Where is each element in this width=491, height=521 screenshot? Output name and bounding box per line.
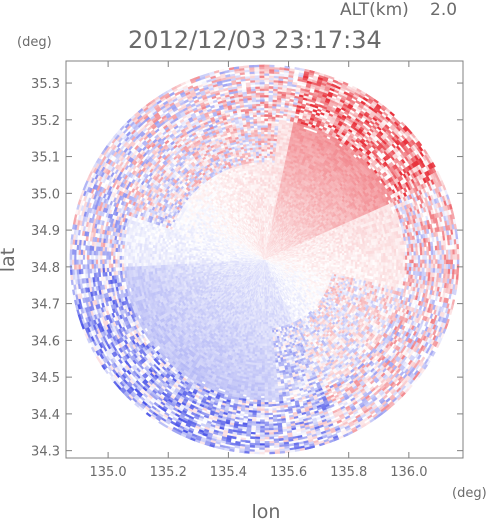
heatmap-cells bbox=[69, 64, 460, 455]
chart-title: 2012/12/03 23:17:34 bbox=[128, 26, 382, 54]
heat-cell bbox=[292, 258, 296, 260]
heat-cell bbox=[294, 258, 298, 260]
heat-cell bbox=[290, 258, 293, 260]
y-axis-label: lat bbox=[0, 248, 19, 272]
heat-cell bbox=[298, 258, 302, 260]
heat-cell bbox=[303, 258, 306, 260]
heat-cell bbox=[283, 258, 287, 260]
heat-cell bbox=[296, 258, 300, 260]
heat-cell bbox=[288, 258, 291, 260]
y-unit-label: (deg) bbox=[17, 35, 52, 50]
altitude-label: ALT(km) bbox=[340, 0, 409, 20]
heat-cell bbox=[305, 258, 308, 260]
altitude-value: 2.0 bbox=[430, 0, 457, 20]
heat-cell bbox=[285, 258, 289, 260]
heat-cell bbox=[301, 258, 304, 260]
heat-cell bbox=[281, 258, 285, 260]
